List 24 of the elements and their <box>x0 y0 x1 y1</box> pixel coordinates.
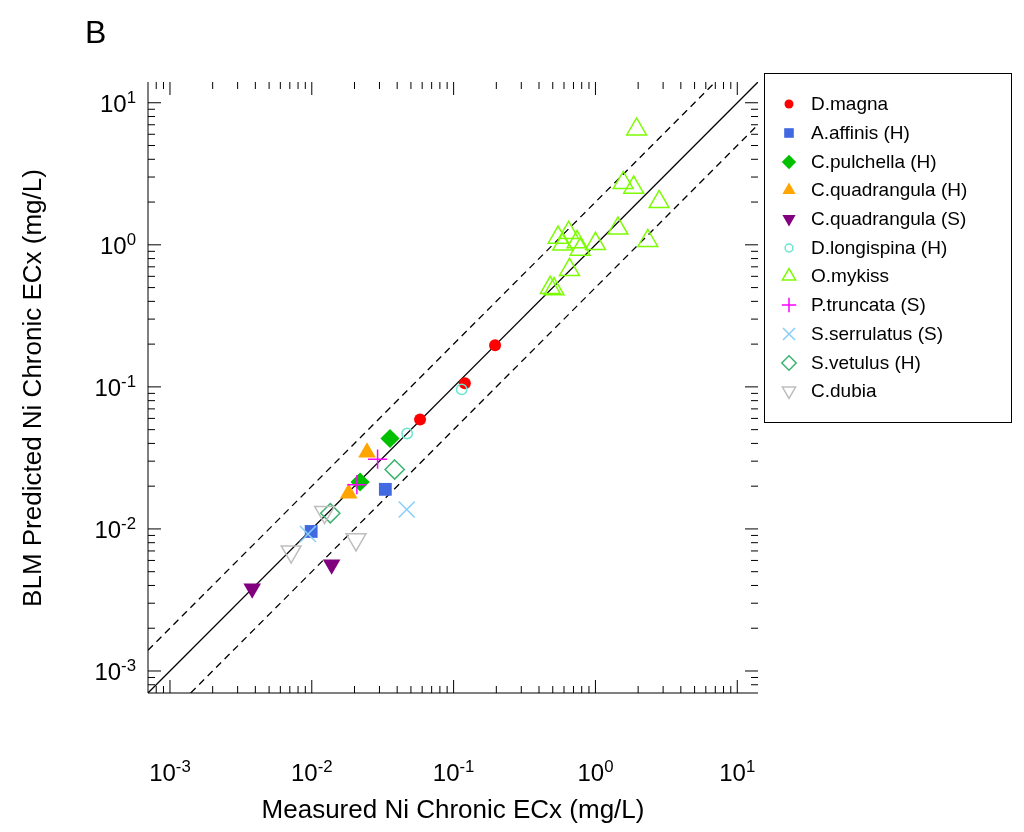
legend-label: A.affinis (H) <box>811 122 910 145</box>
x-tick-label: 10$^{-1}$ <box>432 756 475 786</box>
x-tick-label: 10$^{-3}$ <box>149 756 191 786</box>
legend-label: C.dubia <box>811 380 877 403</box>
x-tick-label: 10$^{1}$ <box>719 756 756 786</box>
y-tick-label: 10$^{-3}$ <box>94 655 136 685</box>
x-tick-label: 10$^{0}$ <box>577 756 614 786</box>
legend-label: C.quadrangula (S) <box>811 208 967 231</box>
legend-label: D.longispina (H) <box>811 236 948 259</box>
chart-title: B <box>85 14 107 51</box>
y-axis-title: BLM Predicted Ni Chronic ECx (mg/L) <box>16 168 48 607</box>
legend-label: S.vetulus (H) <box>811 351 921 374</box>
legend-label: D.magna <box>811 93 889 116</box>
y-tick-label: 10$^{-1}$ <box>94 371 136 401</box>
legend-label: S.serrulatus (S) <box>811 322 943 345</box>
y-tick-label: 10$^{-2}$ <box>94 513 136 543</box>
legend-label: O.mykiss <box>811 265 890 288</box>
x-axis-title: Measured Ni Chronic ECx (mg/L) <box>261 794 645 825</box>
x-tick-label: 10$^{-2}$ <box>290 756 333 786</box>
y-tick-label: 10$^{0}$ <box>99 229 136 259</box>
y-tick-label: 10$^{1}$ <box>99 87 136 117</box>
legend-label: P.truncata (S) <box>811 294 926 317</box>
legend-label: C.quadrangula (H) <box>811 179 968 202</box>
legend-label: C.pulchella (H) <box>811 150 937 173</box>
